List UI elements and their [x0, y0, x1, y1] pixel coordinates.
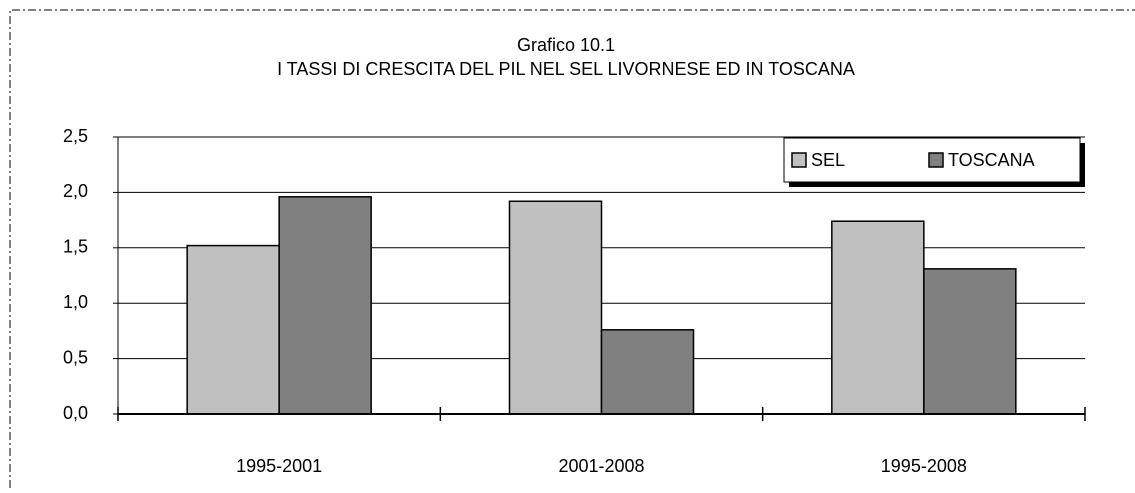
legend-label: SEL [811, 150, 845, 170]
x-tick-label: 1995-2008 [881, 456, 967, 476]
bar [831, 220, 925, 415]
y-tick-label: 1,0 [63, 292, 88, 312]
bar [923, 268, 1017, 415]
y-tick-label: 0,5 [63, 347, 88, 367]
bar [600, 329, 695, 415]
y-tick-label: 2,0 [63, 181, 88, 201]
y-tick-label: 2,5 [63, 126, 88, 146]
x-tick-label: 1995-2001 [236, 456, 322, 476]
bar [508, 200, 603, 415]
y-tick-label: 0,0 [63, 403, 88, 423]
chart-border [9, 9, 1135, 488]
chart-subtitle: I TASSI DI CRESCITA DEL PIL NEL SEL LIVO… [277, 59, 855, 79]
legend-swatch [928, 152, 944, 168]
legend-swatch [791, 152, 807, 168]
bar [278, 196, 372, 415]
x-tick-label: 2001-2008 [558, 456, 644, 476]
bar [186, 244, 280, 415]
y-tick-label: 1,5 [63, 237, 88, 257]
chart-title: Grafico 10.1 [517, 35, 615, 55]
legend-label: TOSCANA [948, 150, 1035, 170]
